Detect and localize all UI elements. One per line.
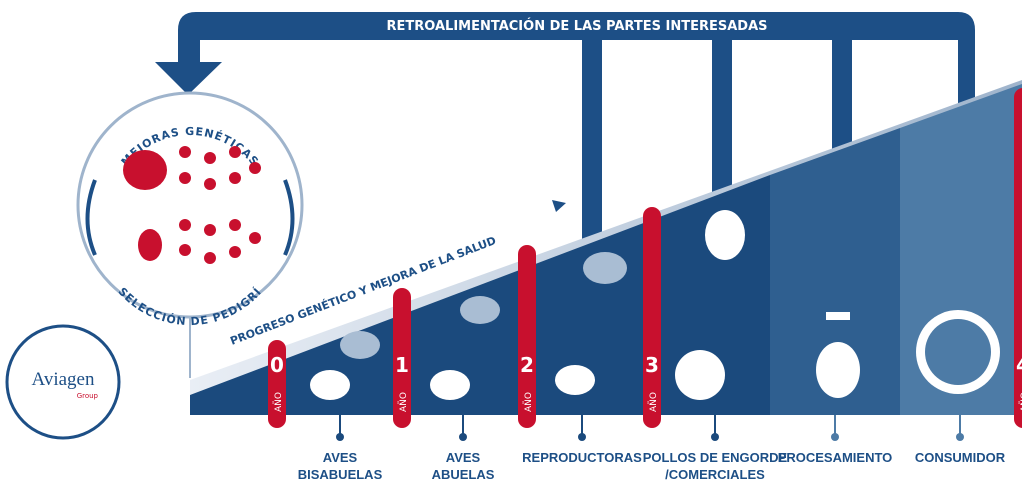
faded-birds [340, 252, 627, 359]
year-number: 2 [520, 353, 534, 377]
year-pillar [393, 288, 411, 428]
plate [925, 319, 991, 385]
stage-dot [336, 433, 344, 441]
stage-dot [578, 433, 586, 441]
stage-label: ABUELAS [432, 467, 495, 482]
year-word: AÑO [1019, 392, 1022, 412]
stage-dot [956, 433, 964, 441]
logo-circle [5, 324, 121, 440]
stage-dot [459, 433, 467, 441]
year-word: AÑO [648, 392, 659, 412]
year-word: AÑO [398, 392, 409, 412]
cycle-arrow-left [85, 179, 97, 256]
processing-band [770, 128, 900, 415]
year-word: AÑO [273, 392, 284, 412]
feedback-arrow [155, 12, 975, 240]
stage-label: POLLOS DE ENGORDE [643, 450, 788, 465]
feedback-title: RETROALIMENTACIÓN DE LAS PARTES INTERESA… [387, 18, 768, 34]
year-pillar [1014, 88, 1022, 428]
stage-dot [711, 433, 719, 441]
year-number: 1 [395, 353, 409, 377]
stage-label: CONSUMIDOR [915, 450, 1006, 465]
stage-label: PROCESAMIENTO [778, 450, 893, 465]
dark-band [190, 175, 770, 415]
cycle-arrow-right [283, 179, 295, 256]
year-word: AÑO [523, 392, 534, 412]
year-number: 4 [1016, 353, 1022, 377]
stage-label: AVES [446, 450, 481, 465]
logo-sub: Group [77, 392, 99, 400]
year-pillar [268, 340, 286, 428]
year-number: 3 [645, 353, 659, 377]
logo-name: Aviagen [32, 369, 95, 390]
year-pillar [518, 245, 536, 428]
stage-label: BISABUELAS [298, 467, 383, 482]
year-number: 0 [270, 353, 284, 377]
stage-label: AVES [323, 450, 358, 465]
stage-dot [831, 433, 839, 441]
progress-arrowhead [552, 200, 566, 212]
red-birds [123, 146, 261, 264]
year-pillar [643, 207, 661, 428]
stage-label: REPRODUCTORAS [522, 450, 642, 465]
stage-label: /COMERCIALES [665, 467, 765, 482]
